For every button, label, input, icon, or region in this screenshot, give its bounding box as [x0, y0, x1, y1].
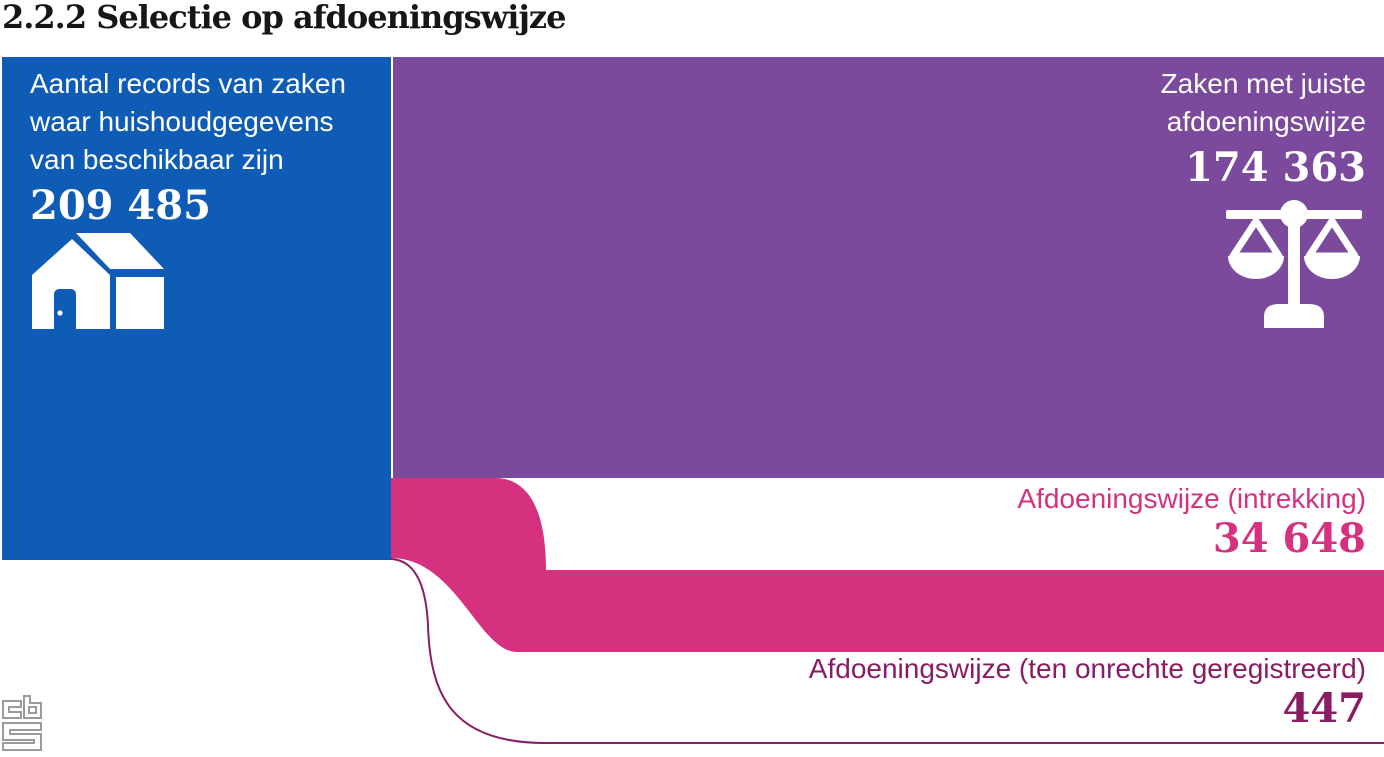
source-label-line3: van beschikbaar zijn: [30, 144, 284, 175]
source-label-line1: Aantal records van zaken: [30, 68, 346, 99]
source-value: 209 485: [30, 182, 211, 229]
kept-block: Zaken met juiste afdoeningswijze 174 363: [393, 57, 1384, 478]
scales-icon: [1226, 200, 1362, 328]
intrekking-label: Afdoeningswijze (intrekking): [1017, 483, 1366, 514]
source-label: Aantal records van zaken waar huishoudge…: [30, 65, 391, 179]
intrekking-label-group: Afdoeningswijze (intrekking) 34 648: [1017, 482, 1366, 562]
kept-label-line1: Zaken met juiste: [1160, 68, 1366, 99]
kept-label: Zaken met juiste afdoeningswijze: [393, 65, 1366, 141]
house-icon: [32, 233, 164, 329]
onrechte-label-group: Afdoeningswijze (ten onrechte geregistre…: [809, 652, 1366, 732]
intrekking-value: 34 648: [1212, 515, 1366, 562]
cbs-logo: [2, 695, 42, 751]
flow-intrekking-band: [391, 478, 1384, 652]
kept-value: 174 363: [1185, 144, 1366, 191]
onrechte-label: Afdoeningswijze (ten onrechte geregistre…: [808, 653, 1366, 684]
kept-label-line2: afdoeningswijze: [1166, 106, 1366, 137]
flow-onrechte-line: [390, 558, 1384, 744]
source-block: Aantal records van zaken waar huishoudge…: [2, 57, 391, 560]
source-label-line2: waar huishoudgegevens: [30, 106, 334, 137]
onrechte-value: 447: [1282, 685, 1367, 732]
page-title: 2.2.2 Selectie op afdoeningswijze: [2, 0, 566, 36]
